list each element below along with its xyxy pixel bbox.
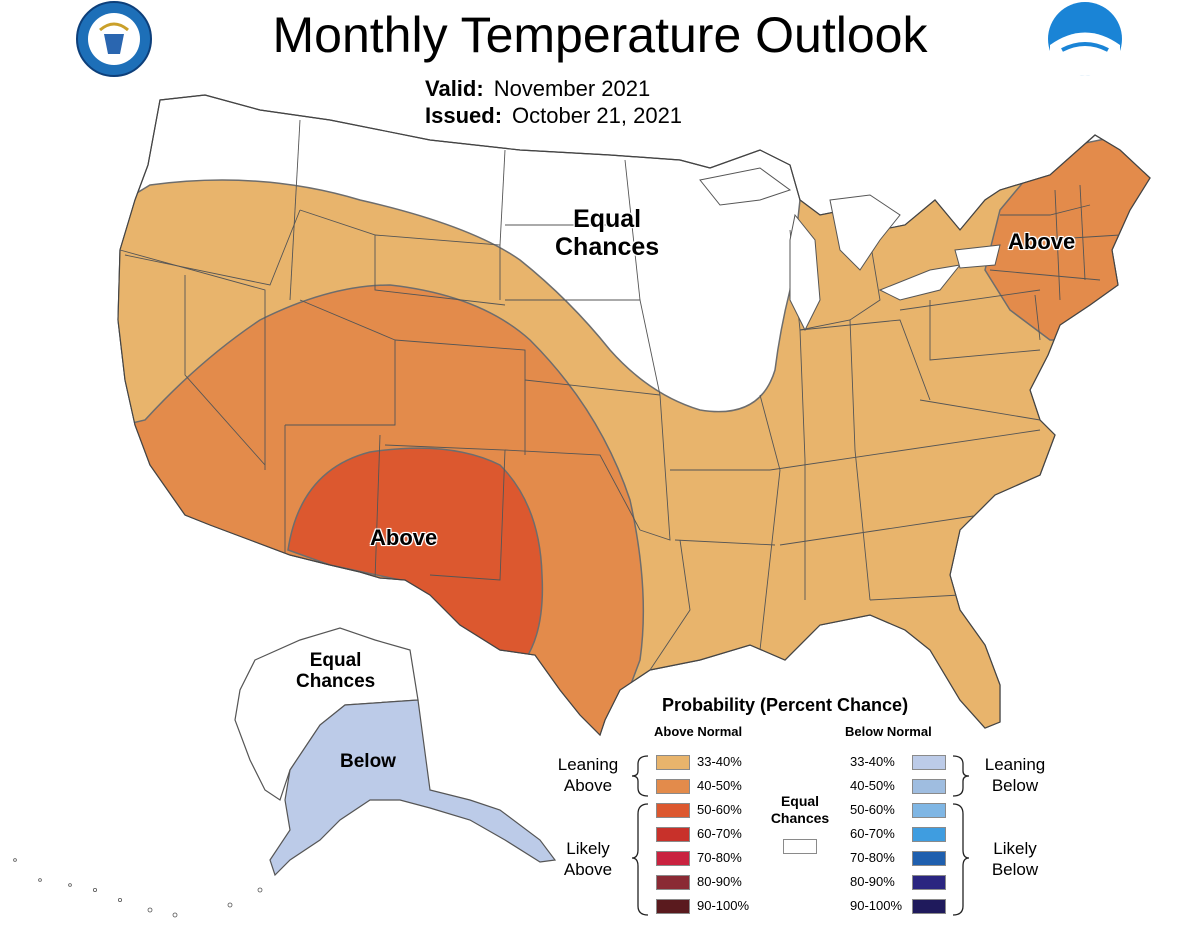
legend-above-swatch-5 <box>656 851 690 866</box>
legend-leaning-below-text: Leaning Below <box>984 755 1046 795</box>
issued-line: Issued: October 21, 2021 <box>425 103 682 129</box>
conus-equal-chances-label: Equal Chances <box>555 205 659 261</box>
legend-above-swatch-6 <box>656 875 690 890</box>
legend-below-range-6: 80-90% <box>850 874 895 889</box>
department-of-commerce-seal-icon <box>76 1 152 77</box>
alaska <box>13 627 557 918</box>
legend-above-swatch-3 <box>656 803 690 818</box>
legend-above-range-4: 60-70% <box>697 826 742 841</box>
legend-likely-below-text: Likely Below <box>991 839 1039 879</box>
great-lakes <box>699 167 1001 332</box>
legend-above-swatch-2 <box>656 779 690 794</box>
legend-above-range-6: 80-90% <box>697 874 742 889</box>
legend-below-swatch-1 <box>912 755 946 770</box>
legend-below-range-2: 40-50% <box>850 778 895 793</box>
legend-likely-above: Likely Above <box>548 838 628 880</box>
legend-above-range-7: 90-100% <box>697 898 750 913</box>
legend-below-swatch-3 <box>912 803 946 818</box>
legend-below-swatch-4 <box>912 827 946 842</box>
noaa-logo-icon <box>1048 2 1122 76</box>
legend-above-swatch-1 <box>656 755 690 770</box>
legend-likely-below: Likely Below <box>975 838 1055 880</box>
legend-likely-above-text: Likely Above <box>563 839 613 879</box>
legend-equal-chances: Equal Chances <box>760 793 840 827</box>
issued-value: October 21, 2021 <box>512 103 683 128</box>
legend-title: Probability (Percent Chance) <box>662 695 909 715</box>
issued-label: Issued: <box>425 103 503 128</box>
valid-value: November 2021 <box>493 76 651 101</box>
legend-below-range-5: 70-80% <box>850 850 895 865</box>
alaska-below-33-40 <box>269 699 557 877</box>
northeast-above-label: Above <box>1008 229 1076 254</box>
legend-below-range-4: 60-70% <box>850 826 895 841</box>
legend-above-range-3: 50-60% <box>697 802 742 817</box>
southwest-above-label: Above <box>370 525 438 550</box>
legend-below-range-3: 50-60% <box>850 802 895 817</box>
alaska-equal-chances-label: Equal Chances <box>296 650 375 693</box>
alaska-below-label: Below <box>340 751 396 772</box>
legend-above-range-1: 33-40% <box>697 754 742 769</box>
legend-below-swatch-2 <box>912 779 946 794</box>
legend-leaning-above-text: Leaning Above <box>557 755 619 795</box>
region-above-50-60 <box>287 447 544 661</box>
legend-below-range-1: 33-40% <box>850 754 895 769</box>
valid-line: Valid: November 2021 <box>425 76 650 102</box>
legend-above-range-2: 40-50% <box>697 778 742 793</box>
conus-equal-chances-text: Equal Chances <box>555 205 660 261</box>
legend-above-header: Above Normal <box>654 724 743 739</box>
state-boundaries <box>119 119 1121 671</box>
legend-equal-chances-text: Equal Chances <box>770 793 830 826</box>
legend-above-range-5: 70-80% <box>697 850 742 865</box>
legend-below-header: Below Normal <box>845 724 932 739</box>
legend-below-range-7: 90-100% <box>850 898 903 913</box>
legend-above-swatch-7 <box>656 899 690 914</box>
legend-below-swatch-6 <box>912 875 946 890</box>
legend-leaning-above: Leaning Above <box>548 754 628 796</box>
legend-above-swatch-4 <box>656 827 690 842</box>
legend-leaning-below: Leaning Below <box>975 754 1055 796</box>
page-title: Monthly Temperature Outlook <box>272 7 928 63</box>
legend-below-swatch-5 <box>912 851 946 866</box>
legend-below-swatch-7 <box>912 899 946 914</box>
valid-label: Valid: <box>425 76 484 101</box>
legend-equal-chances-swatch <box>783 839 817 854</box>
alaska-equal-chances-text: Equal Chances <box>296 650 376 693</box>
